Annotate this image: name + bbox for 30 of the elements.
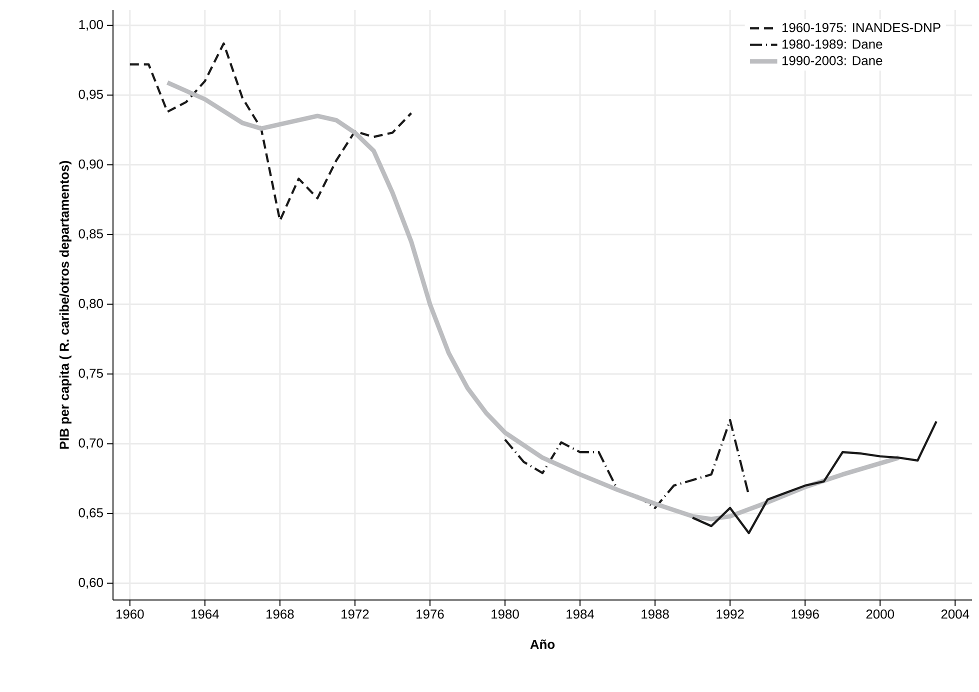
- line-series: [504, 418, 750, 510]
- y-axis-title: PIB per capita ( R. caribe/otros departamentos): [59, 160, 72, 449]
- legend-label: 1960-1975: INANDES-DNP: [782, 23, 940, 32]
- y-tick-label: 0,80: [78, 298, 103, 310]
- x-tick-label: 2000: [866, 610, 894, 619]
- line-series: [128, 42, 412, 222]
- x-tick-label: 2004: [941, 610, 970, 619]
- x-tick-label: 1976: [416, 610, 444, 619]
- y-tick-label: 1,00: [79, 20, 103, 31]
- line-series: [165, 80, 902, 522]
- line-series: [691, 420, 938, 534]
- legend-label: 1990-2003: Dane: [782, 56, 882, 66]
- x-tick-label: 1984: [566, 610, 594, 619]
- x-tick-label: 1992: [716, 610, 744, 619]
- legend-label: 1980-1989: Dane: [782, 40, 882, 49]
- x-tick-label: 1968: [266, 610, 294, 619]
- y-tick-label: 0,65: [78, 508, 103, 519]
- y-tick-label: 0,70: [78, 438, 103, 450]
- x-tick-label: 1964: [191, 610, 219, 619]
- y-tick-label: 0,95: [78, 90, 103, 100]
- x-axis-title: Año: [530, 640, 555, 649]
- y-tick-label: 0,60: [78, 578, 103, 589]
- x-tick-label: 1988: [642, 610, 669, 619]
- x-tick-label: 1972: [342, 610, 369, 619]
- y-tick-label: 0,90: [78, 159, 103, 170]
- x-tick-label: 1980: [492, 610, 519, 619]
- x-tick-label: 1996: [792, 610, 819, 619]
- y-tick-label: 0,85: [78, 229, 103, 240]
- x-tick-label: 1960: [116, 610, 144, 619]
- y-tick-label: 0,75: [78, 368, 103, 380]
